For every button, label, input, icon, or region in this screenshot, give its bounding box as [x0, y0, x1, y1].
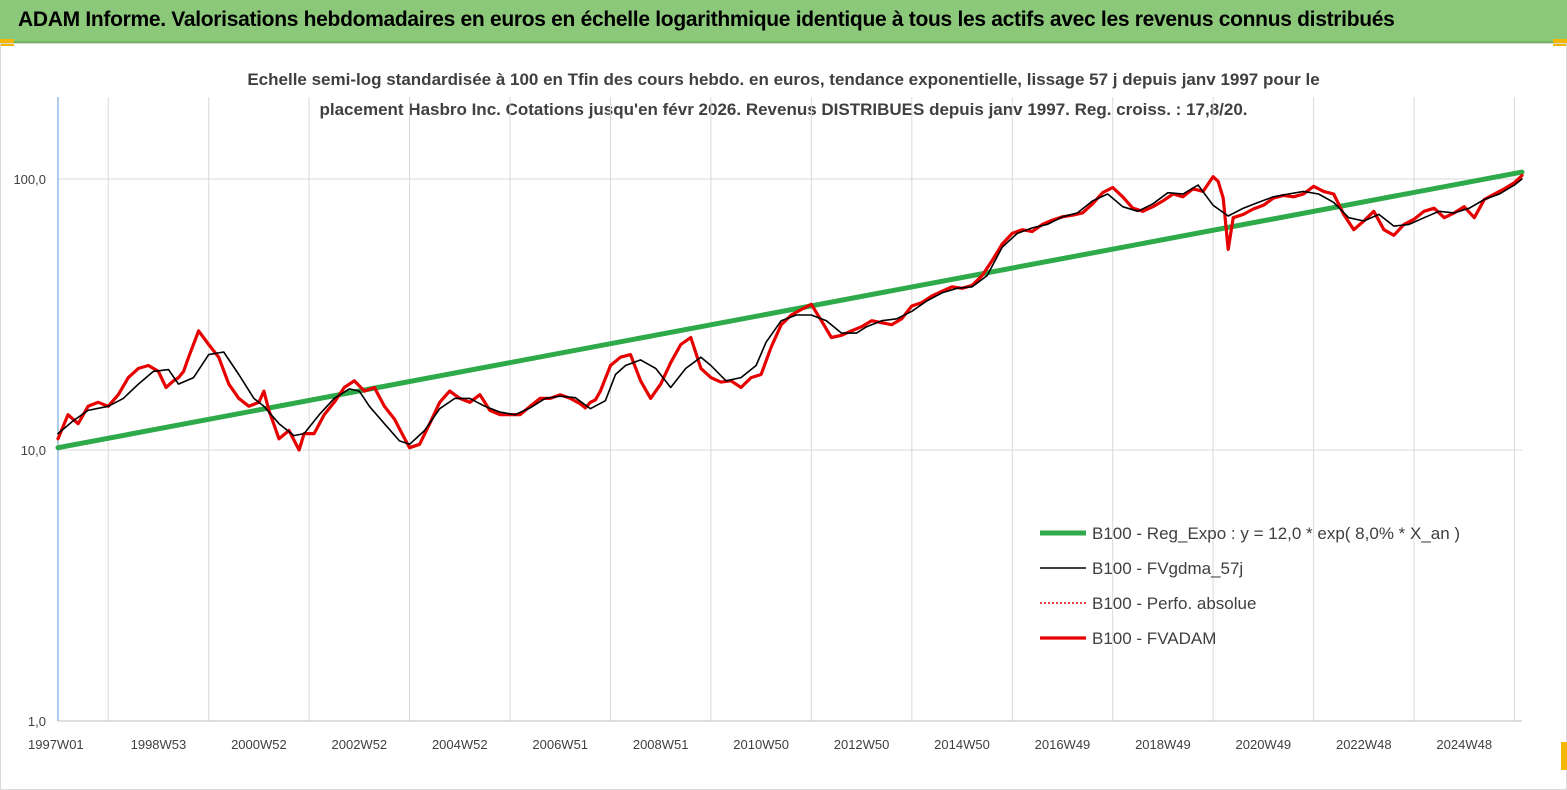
x-tick-label: 2006W51	[532, 737, 588, 752]
x-tick-label: 2004W52	[432, 737, 488, 752]
x-tick-label: 2012W50	[834, 737, 890, 752]
report-title: ADAM Informe. Valorisations hebdomadaire…	[18, 8, 1395, 31]
x-tick-label: 2000W52	[231, 737, 287, 752]
x-tick-label: 2002W52	[332, 737, 388, 752]
report-banner: ADAM Informe. Valorisations hebdomadaire…	[0, 0, 1567, 43]
series-line-1	[57, 178, 1523, 446]
x-tick-label: 2016W49	[1035, 737, 1091, 752]
legend-label: B100 - FVADAM	[1092, 629, 1216, 648]
x-tick-label: 2014W50	[934, 737, 990, 752]
chart-subtitle-line1: Echelle semi-log standardisée à 100 en T…	[247, 70, 1320, 89]
legend-label: B100 - Perfo. absolue	[1092, 594, 1256, 613]
corner-accent-right	[1553, 39, 1567, 46]
x-tick-label: 2020W49	[1236, 737, 1292, 752]
x-tick-label: 2010W50	[733, 737, 789, 752]
x-tick-label: 1997W01	[28, 737, 84, 752]
series-line-3	[56, 173, 1524, 452]
series-line-0	[55, 169, 1525, 451]
legend-label: B100 - Reg_Expo : y = 12,0 * exp( 8,0% *…	[1092, 524, 1460, 543]
x-tick-label: 2024W48	[1436, 737, 1492, 752]
corner-accent-left	[0, 39, 14, 46]
x-tick-label: 2018W49	[1135, 737, 1191, 752]
x-tick-label: 2008W51	[633, 737, 689, 752]
corner-accent-bottom-right	[1561, 742, 1567, 770]
chart-subtitle-line2: placement Hasbro Inc. Cotations jusqu'en…	[319, 100, 1248, 119]
y-tick-label: 1,0	[28, 714, 46, 729]
x-tick-label: 1998W53	[131, 737, 187, 752]
legend-label: B100 - FVgdma_57j	[1092, 559, 1243, 578]
y-tick-label: 10,0	[21, 443, 46, 458]
x-tick-label: 2022W48	[1336, 737, 1392, 752]
y-tick-label: 100,0	[13, 172, 46, 187]
